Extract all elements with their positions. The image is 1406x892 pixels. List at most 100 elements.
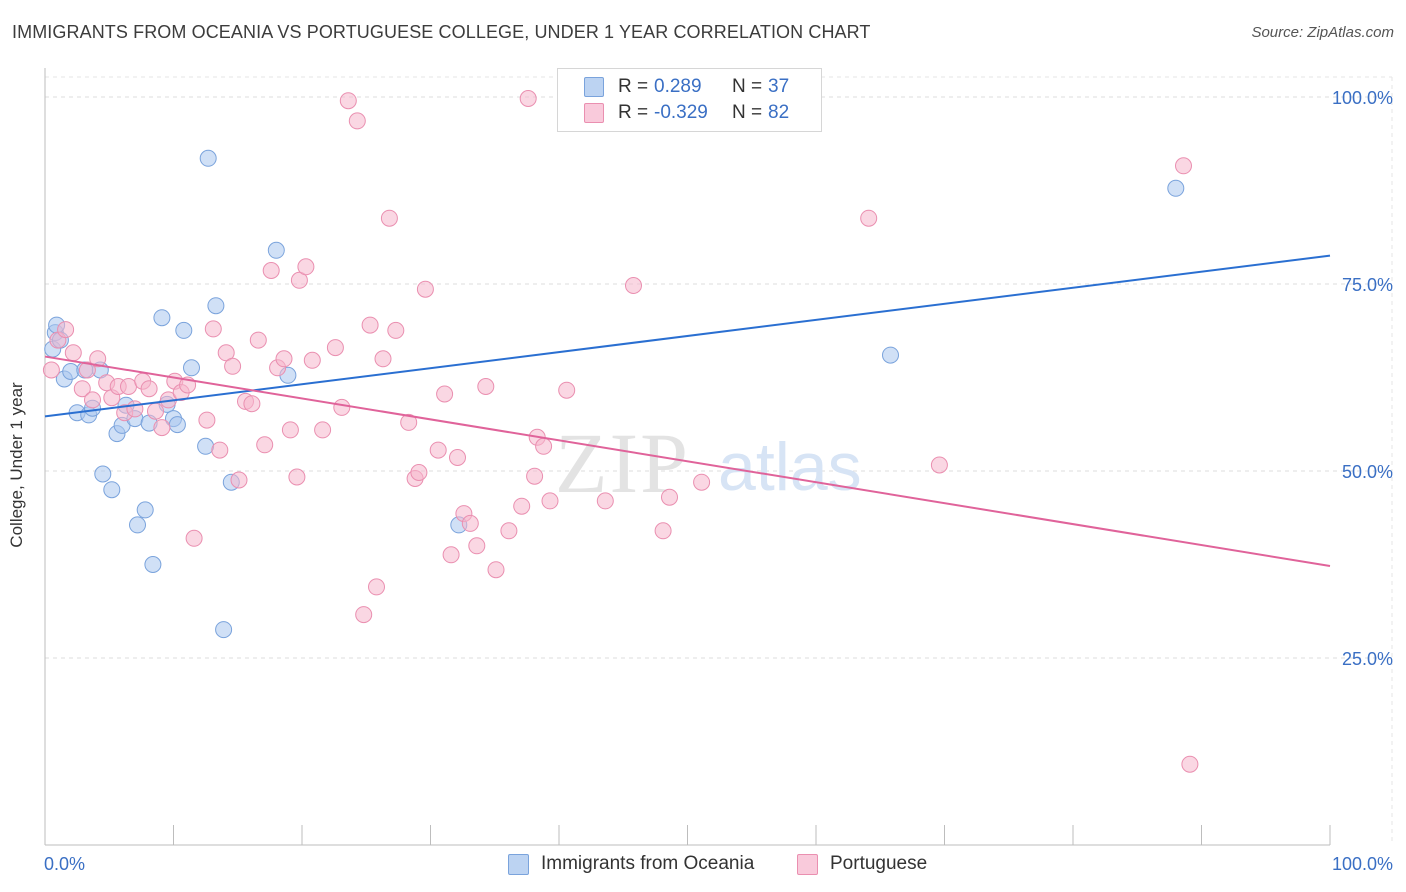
point-portuguese: [211, 441, 229, 459]
point-oceania: [153, 309, 171, 327]
point-portuguese: [185, 529, 203, 547]
point-portuguese: [526, 467, 544, 485]
x-tick-label: 0.0%: [44, 854, 85, 874]
data-points: [42, 90, 1199, 773]
point-oceania: [175, 321, 193, 339]
trend-line-oceania: [44, 254, 1331, 418]
point-portuguese: [361, 316, 379, 334]
point-portuguese: [140, 380, 158, 398]
point-portuguese: [500, 522, 518, 540]
point-portuguese: [230, 471, 248, 489]
point-portuguese: [275, 350, 293, 368]
chart-title: IMMIGRANTS FROM OCEANIA VS PORTUGUESE CO…: [12, 22, 871, 42]
point-portuguese: [661, 488, 678, 506]
point-portuguese: [535, 437, 553, 455]
point-portuguese: [513, 497, 531, 515]
point-portuguese: [249, 331, 267, 349]
point-oceania: [136, 501, 154, 519]
legend-swatch-portuguese: [584, 103, 604, 123]
point-portuguese: [339, 92, 357, 110]
point-portuguese: [449, 449, 466, 466]
point-portuguese: [400, 413, 418, 431]
point-portuguese: [461, 514, 479, 532]
point-portuguese: [243, 395, 261, 413]
point-portuguese: [57, 321, 75, 339]
legend-r-value: 0.289: [654, 76, 702, 97]
point-portuguese: [303, 351, 321, 369]
point-portuguese: [42, 361, 60, 379]
point-portuguese: [468, 537, 486, 555]
trend-line-portuguese: [44, 355, 1331, 567]
point-portuguese: [288, 468, 306, 486]
point-oceania: [199, 149, 217, 167]
point-oceania: [215, 621, 233, 639]
point-oceania: [1167, 179, 1185, 197]
point-portuguese: [930, 456, 948, 474]
point-portuguese: [436, 385, 454, 403]
point-portuguese: [477, 378, 495, 395]
bottom-legend-portuguese: Portuguese: [797, 852, 927, 876]
axes: [44, 68, 1331, 846]
y-tick-label: 25.0%: [1342, 649, 1393, 669]
point-portuguese: [290, 271, 308, 289]
point-portuguese: [442, 546, 460, 564]
point-portuguese: [204, 320, 222, 338]
y-tick-label: 75.0%: [1342, 275, 1393, 295]
bottom-legend-oceania: Immigrants from Oceania: [508, 852, 754, 876]
point-portuguese: [374, 350, 392, 368]
point-oceania: [94, 465, 112, 483]
watermark-atlas: atlas: [718, 429, 862, 505]
point-oceania: [207, 297, 225, 315]
y-axis-label: College, Under 1 year: [7, 382, 26, 548]
bottom-legend-label-portuguese: Portuguese: [830, 853, 928, 874]
point-portuguese: [120, 378, 137, 395]
legend-r-value: -0.329: [654, 102, 708, 123]
point-oceania: [197, 437, 215, 455]
point-portuguese: [297, 258, 315, 276]
point-oceania: [103, 481, 121, 499]
point-portuguese: [368, 578, 385, 596]
trend-lines: [44, 254, 1331, 567]
legend-n-label: N =: [732, 76, 763, 97]
point-portuguese: [416, 280, 434, 298]
point-portuguese: [348, 112, 366, 130]
y-tick-label: 100.0%: [1332, 88, 1393, 108]
legend-swatch-oceania: [584, 77, 604, 97]
point-portuguese: [333, 398, 351, 416]
point-oceania: [267, 241, 285, 259]
point-portuguese: [224, 357, 242, 375]
point-portuguese: [326, 339, 344, 357]
point-portuguese: [1175, 157, 1192, 175]
legend-n-label: N =: [732, 102, 763, 123]
point-portuguese: [429, 441, 447, 459]
point-oceania: [129, 516, 146, 534]
bottom-legend-swatch-oceania: [508, 853, 529, 875]
point-portuguese: [519, 90, 537, 107]
point-portuguese: [314, 421, 332, 439]
point-oceania: [882, 346, 899, 364]
source-label: Source: ZipAtlas.com: [1251, 24, 1394, 41]
point-portuguese: [654, 522, 672, 540]
point-portuguese: [73, 380, 91, 398]
point-portuguese: [693, 473, 711, 491]
point-portuguese: [596, 492, 614, 510]
legend-r-label: R =: [618, 102, 649, 123]
point-portuguese: [625, 277, 642, 294]
x-tick-label: 100.0%: [1332, 854, 1393, 874]
point-portuguese: [355, 606, 373, 624]
y-tick-label: 50.0%: [1342, 462, 1393, 482]
point-portuguese: [256, 436, 274, 454]
tick-labels: 25.0% 50.0% 75.0% 100.0% 0.0% 100.0%: [44, 88, 1393, 874]
point-portuguese: [89, 350, 107, 368]
point-oceania: [62, 363, 80, 380]
bottom-legend-swatch-portuguese: [797, 853, 818, 875]
point-portuguese: [860, 209, 878, 227]
point-oceania: [144, 556, 162, 573]
correlation-legend: R = 0.289 N = 37 R = -0.329 N = 82: [557, 68, 822, 132]
grid: [45, 76, 1393, 845]
legend-n-value: 37: [768, 76, 790, 97]
point-portuguese: [153, 419, 171, 437]
point-portuguese: [558, 381, 576, 399]
point-portuguese: [147, 402, 164, 420]
